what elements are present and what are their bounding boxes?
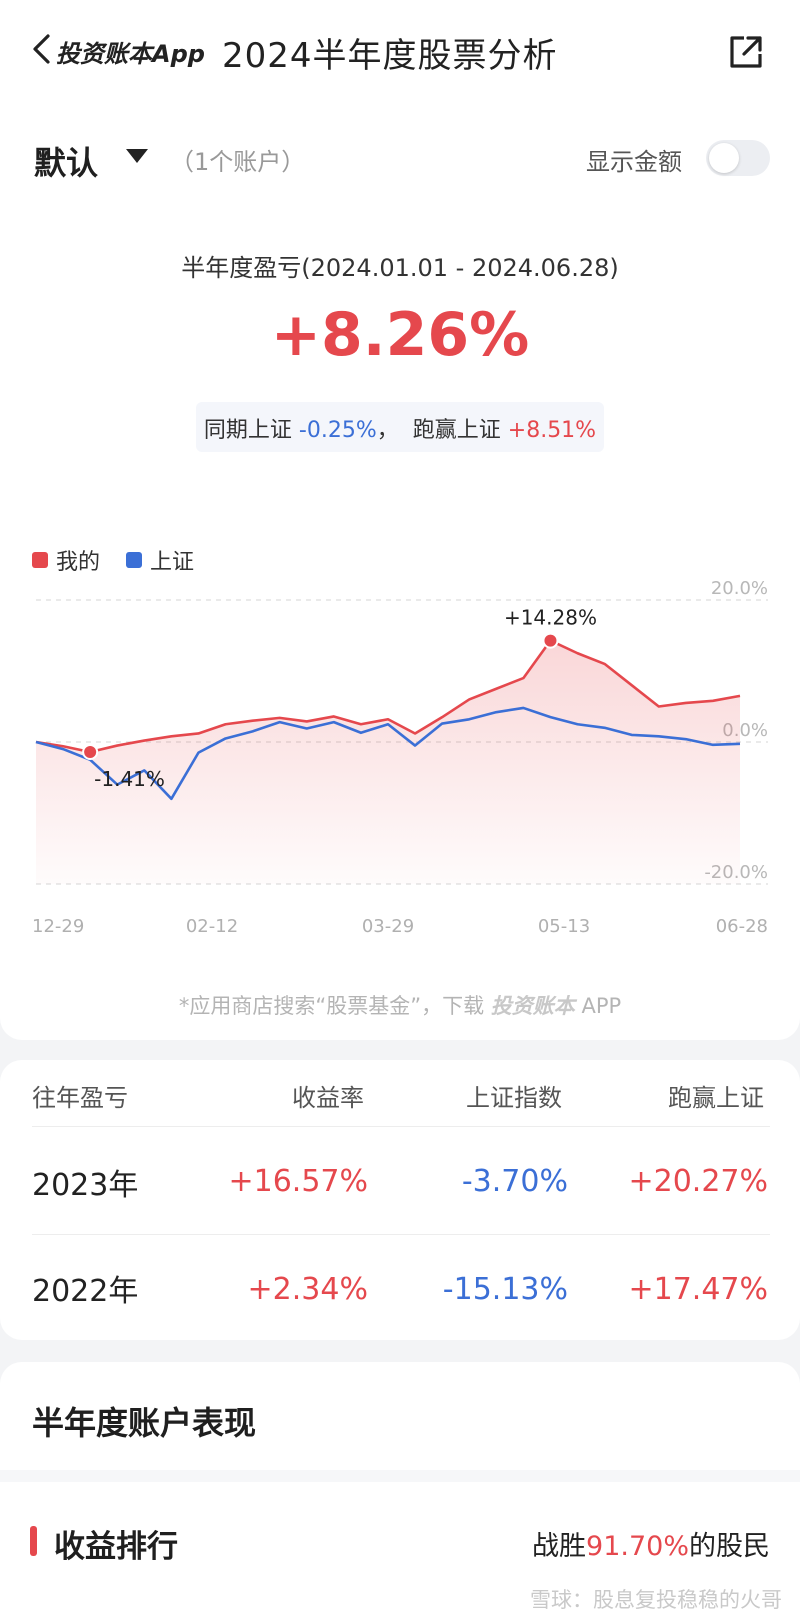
history-card xyxy=(0,1060,800,1340)
history-index: -3.70% xyxy=(461,1164,568,1199)
toggle-knob xyxy=(709,143,739,173)
return-chart: 20.0%0.0%-20.0%+14.28%-1.41%12-2902-1203… xyxy=(32,580,768,937)
history-header-year: 往年盈亏 xyxy=(32,1084,128,1112)
annotation-point xyxy=(542,632,559,649)
period-label: 半年度盈亏(2024.01.01 - 2024.06.28) xyxy=(181,254,619,282)
top-bar: 投资账本App 2024半年度股票分析 xyxy=(0,0,800,104)
rank-suffix: 的股民 xyxy=(689,1531,770,1562)
y-tick-label: 20.0% xyxy=(711,580,768,599)
account-count: （1个账户） xyxy=(170,148,306,176)
history-beat: +17.47% xyxy=(628,1272,768,1307)
legend-swatch-index xyxy=(126,552,143,568)
history-year: 2023年 xyxy=(32,1168,139,1203)
history-index: -15.13% xyxy=(442,1272,568,1307)
index-value: -0.25% xyxy=(298,418,377,443)
show-amount-label: 显示金额 xyxy=(586,148,682,176)
x-tick-label: 06-28 xyxy=(716,916,768,937)
rank-prefix: 战胜 xyxy=(532,1531,587,1562)
legend-label-mine: 我的 xyxy=(56,550,101,575)
x-tick-label: 12-29 xyxy=(32,916,84,937)
history-header-index: 上证指数 xyxy=(466,1084,562,1112)
rank-summary: 战胜91.70%的股民 xyxy=(532,1524,770,1563)
history-beat: +20.27% xyxy=(628,1164,768,1199)
note-brand: 投资账本 xyxy=(490,994,575,1018)
show-amount-toggle[interactable] xyxy=(706,140,770,176)
rank-value: 91.70% xyxy=(586,1531,689,1562)
history-header-return: 收益率 xyxy=(292,1084,364,1112)
x-tick-label: 03-29 xyxy=(362,916,414,937)
beat-value: +8.51% xyxy=(507,418,597,443)
annotation-point xyxy=(82,744,99,761)
performance-card xyxy=(0,1362,800,1616)
rank-title: 收益排行 xyxy=(54,1529,178,1565)
benchmark-compare: 同期上证 -0.25%， 跑赢上证 +8.51% xyxy=(196,402,604,452)
section-accent-bar xyxy=(30,1526,37,1556)
annotation-label: +14.28% xyxy=(504,606,597,630)
section-separator xyxy=(0,1470,800,1482)
history-year: 2022年 xyxy=(32,1274,139,1309)
performance-title: 半年度账户表现 xyxy=(32,1404,257,1442)
chart-legend: 我的 上证 xyxy=(32,544,220,576)
page-title: 2024半年度股票分析 xyxy=(222,36,558,76)
area-fill-mine xyxy=(36,640,740,884)
history-return: +2.34% xyxy=(247,1272,368,1307)
caret-down-icon[interactable] xyxy=(126,149,148,163)
legend-label-index: 上证 xyxy=(150,550,195,575)
share-icon[interactable] xyxy=(726,32,766,72)
legend-item-mine: 我的 xyxy=(32,544,100,576)
history-divider xyxy=(32,1126,770,1127)
legend-swatch-mine xyxy=(32,552,48,568)
x-tick-label: 02-12 xyxy=(186,916,238,937)
legend-item-index: 上证 xyxy=(126,544,194,576)
annotation-label: -1.41% xyxy=(94,767,165,791)
x-tick-label: 05-13 xyxy=(538,916,590,937)
app-brand: 投资账本App xyxy=(56,40,205,68)
series-line-index xyxy=(35,706,741,801)
index-label: 同期上证 xyxy=(203,418,292,443)
beat-label: 跑赢上证 xyxy=(412,418,501,443)
history-return: +16.57% xyxy=(228,1164,368,1199)
watermark: 雪球：股息复投稳稳的火哥 xyxy=(530,1588,782,1612)
note-suffix: APP xyxy=(581,994,622,1018)
download-note: *应用商店搜索“股票基金”，下载 投资账本 APP xyxy=(0,990,800,1020)
back-arrow-icon[interactable] xyxy=(26,32,60,66)
history-divider xyxy=(32,1234,770,1235)
note-prefix: *应用商店搜索“股票基金”，下载 xyxy=(178,994,485,1018)
series-line-mine xyxy=(35,639,741,754)
period-return: +8.26% xyxy=(270,300,530,370)
history-header-beat: 跑赢上证 xyxy=(668,1084,764,1112)
account-selector[interactable]: 默认 xyxy=(34,144,99,182)
